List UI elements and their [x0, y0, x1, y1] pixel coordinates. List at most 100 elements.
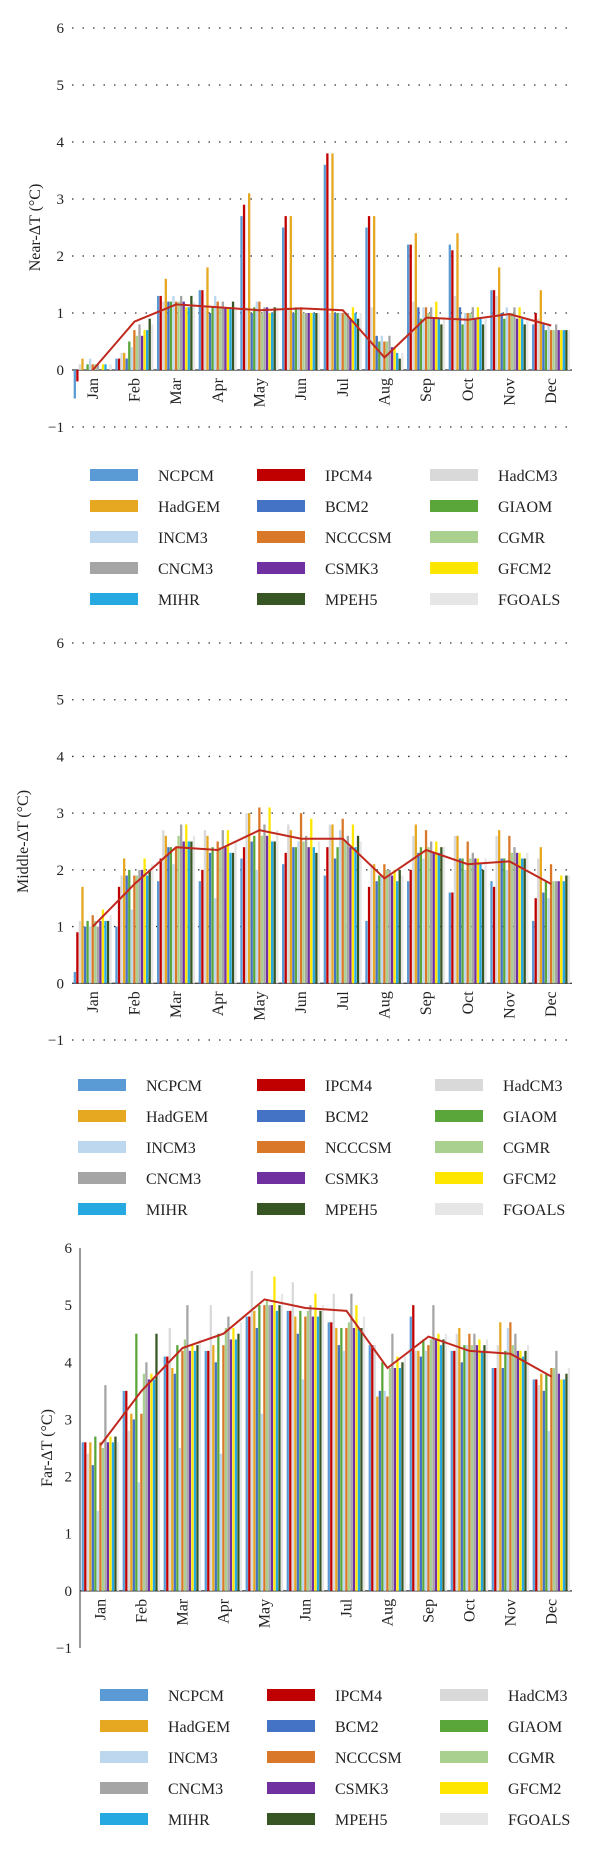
bar — [378, 1390, 381, 1591]
bar — [511, 1345, 515, 1591]
series-BCM2 — [125, 301, 545, 370]
bar — [547, 1430, 550, 1591]
legend-label: HadGEM — [158, 499, 220, 516]
bar — [354, 847, 357, 984]
legend-label: INCM3 — [158, 530, 208, 547]
bar — [229, 307, 232, 370]
bar — [128, 341, 131, 370]
bar — [289, 830, 292, 984]
legend-label: BCM2 — [335, 1719, 379, 1736]
bar — [265, 835, 269, 984]
x-tick-label: Dec — [543, 991, 560, 1017]
bar — [229, 852, 232, 984]
legend-swatch — [435, 1141, 483, 1153]
bar — [207, 1350, 210, 1591]
bar — [519, 1350, 522, 1591]
bar — [130, 909, 133, 984]
bar — [286, 1310, 289, 1591]
bar — [535, 1379, 538, 1591]
bar — [419, 1356, 422, 1591]
bar — [276, 307, 279, 370]
bar — [373, 864, 376, 984]
bar — [466, 841, 469, 984]
bar — [289, 1310, 292, 1591]
bar — [81, 358, 84, 370]
legend-label: NCCCSM — [325, 1140, 392, 1157]
bar — [78, 920, 82, 984]
bar — [306, 1310, 310, 1591]
legend-label: BCM2 — [325, 499, 369, 516]
bar — [182, 841, 185, 984]
bar — [242, 847, 246, 984]
y-tick-label: 0 — [57, 363, 65, 379]
legend-swatch — [78, 1110, 126, 1122]
series-GIAOM — [86, 835, 548, 984]
bar — [401, 1362, 404, 1591]
legend-swatch — [435, 1110, 483, 1122]
legend-label: FGOALS — [498, 592, 560, 609]
bar — [555, 1350, 558, 1591]
series-MIHR — [104, 307, 565, 370]
ensemble-line — [92, 829, 552, 928]
series-FGOALS — [116, 1293, 571, 1591]
legend-label: IPCM4 — [325, 468, 372, 485]
bar — [409, 869, 412, 984]
bar — [440, 324, 443, 370]
bar — [152, 1379, 156, 1591]
x-tick-label: Mar — [168, 377, 185, 404]
bar — [368, 1345, 371, 1591]
bar — [157, 1373, 161, 1591]
legend-swatch — [257, 1110, 305, 1122]
legend-swatch — [257, 531, 305, 543]
bar — [231, 301, 235, 370]
bar — [312, 847, 315, 984]
legend-label: GIAOM — [498, 499, 552, 516]
bar — [138, 869, 141, 984]
legend-swatch — [267, 1782, 315, 1794]
legend-swatch — [257, 1203, 305, 1215]
legend-swatch — [257, 1172, 305, 1184]
bar — [299, 307, 303, 370]
legend-label: IPCM4 — [335, 1688, 382, 1705]
bar — [463, 1345, 466, 1591]
bar — [151, 324, 154, 370]
bar — [469, 313, 472, 370]
y-tick-label: 3 — [57, 192, 65, 208]
bar — [380, 875, 383, 984]
bar — [532, 1379, 535, 1591]
bar — [414, 233, 417, 370]
bar — [442, 318, 446, 370]
y-tick-label: 5 — [57, 78, 65, 94]
bar — [323, 164, 326, 370]
bar — [328, 824, 332, 984]
y-tick-label: −1 — [48, 1033, 64, 1049]
bar — [526, 318, 529, 370]
bar — [219, 1453, 222, 1591]
series-MPEH5 — [114, 1305, 568, 1591]
bar — [521, 1356, 525, 1591]
legend-label: HadCM3 — [508, 1688, 568, 1705]
bar — [346, 835, 349, 984]
bar — [542, 324, 545, 370]
bar — [171, 1368, 174, 1591]
x-tick-label: Apr — [216, 1598, 233, 1624]
x-tick-label: Jul — [335, 991, 352, 1010]
bar — [461, 324, 464, 370]
series-GIAOM — [94, 1305, 548, 1591]
bar — [393, 347, 396, 370]
bar — [169, 301, 173, 370]
bar — [99, 1442, 102, 1591]
bar — [526, 1345, 530, 1591]
bar — [542, 892, 545, 984]
legend-swatch — [257, 1141, 305, 1153]
bar — [333, 313, 337, 370]
legend-label: GFCM2 — [508, 1781, 561, 1798]
legend-swatch — [78, 1141, 126, 1153]
bar — [505, 869, 508, 984]
bar — [260, 1413, 263, 1591]
bar — [307, 313, 310, 370]
legend-label: CGMR — [498, 530, 545, 547]
bar — [498, 267, 501, 370]
bar — [403, 1356, 407, 1591]
bar — [232, 1328, 235, 1591]
